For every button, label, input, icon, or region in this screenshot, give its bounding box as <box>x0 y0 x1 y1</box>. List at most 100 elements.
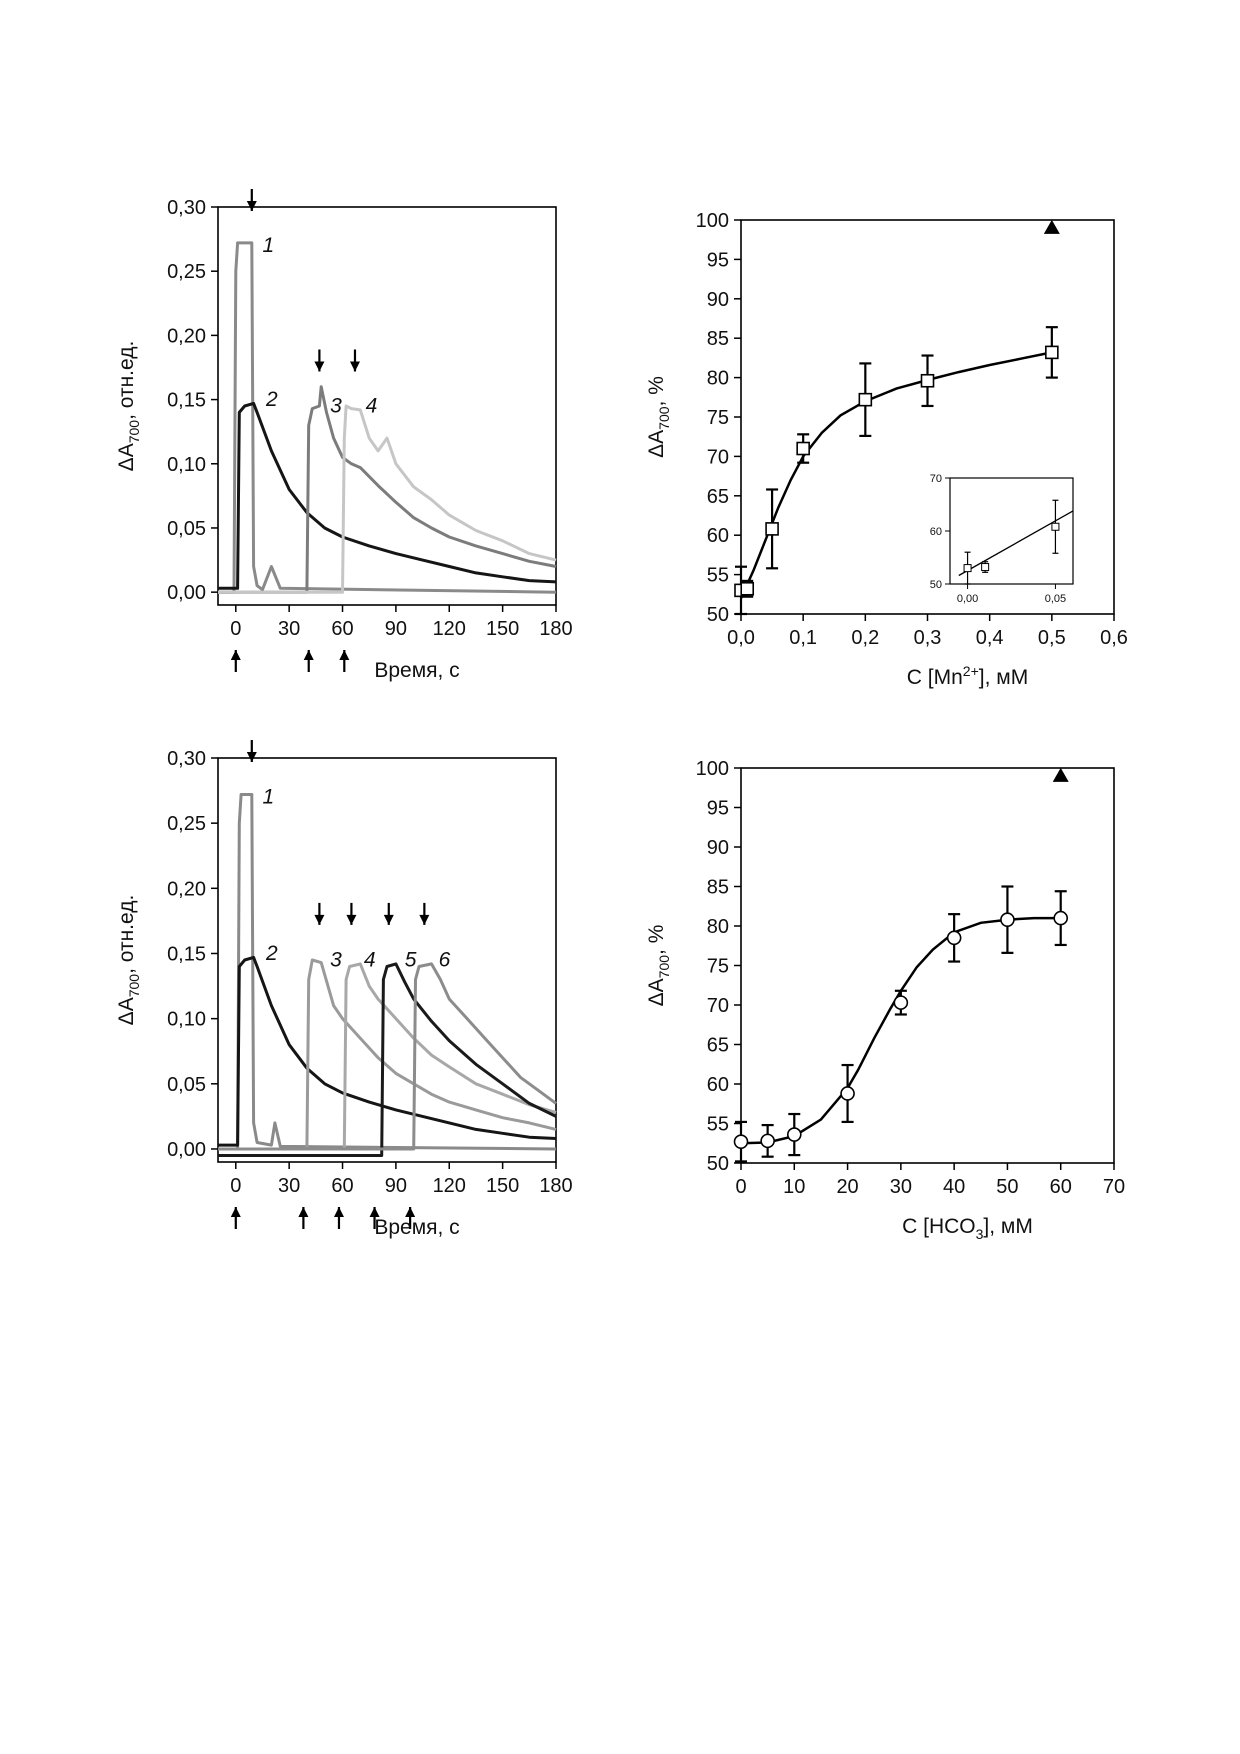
y-tick-label: 80 <box>707 916 729 938</box>
y-tick-label: 55 <box>707 565 729 587</box>
y-tick-label: 70 <box>707 446 729 468</box>
curve-label-1: 1 <box>262 786 274 809</box>
y-tick-label: 85 <box>707 877 729 899</box>
x-tick-label: 90 <box>385 1175 407 1197</box>
data-point-circle <box>786 1127 802 1142</box>
y-axis-label-rest: , отн.ед. <box>115 341 138 420</box>
x-tick-label: 0 <box>735 1176 746 1198</box>
curve-label-4: 4 <box>364 949 376 972</box>
series-2-line <box>218 401 557 590</box>
injection-arrow-down <box>246 189 257 211</box>
panel-d-bicarbonate-chart: 0 10 20 30 40 50 60 70 50 55 60 65 70 75 80 85 90 95 100 C … <box>645 758 1125 1242</box>
y-axis-label-sub: 700 <box>656 406 672 430</box>
y-axis-label-main: ΔA <box>115 997 138 1025</box>
y-axis-label: ΔA700, отн.ед. <box>115 895 142 1026</box>
y-axis-label: ΔA700, отн.ед. <box>115 341 142 472</box>
data-point-square <box>858 392 873 407</box>
data-point-circle <box>733 1134 749 1149</box>
y-tick-label: 50 <box>707 604 729 626</box>
y-tick-label: 0,30 <box>167 748 206 770</box>
x-axis-label-rest: ], мМ <box>979 666 1028 689</box>
x-tick-label: 120 <box>433 618 466 640</box>
x-tick-label: 30 <box>278 618 300 640</box>
data-point-square <box>765 522 779 536</box>
y-tick-label: 95 <box>707 798 729 820</box>
x-tick-label: 10 <box>783 1176 805 1198</box>
injection-arrow-up-head <box>333 1207 344 1217</box>
panel-b-manganese-chart: 0,0 0,1 0,2 0,3 0,4 0,5 0,6 50 55 60 65 70 75 80 85 90 9… <box>645 210 1128 689</box>
y-tick-label: 80 <box>707 368 729 390</box>
data-point-circle <box>946 930 962 946</box>
y-tick-label: 75 <box>707 956 729 978</box>
y-tick-label: 0,25 <box>167 261 206 283</box>
y-tick-label: 0,25 <box>167 813 206 835</box>
injection-arrow-down-head <box>314 914 325 925</box>
data-point-square <box>796 441 810 456</box>
y-tick-label: 0,05 <box>167 1074 206 1096</box>
data-point-circle <box>1053 910 1069 926</box>
curve-label-3: 3 <box>330 949 342 972</box>
x-tick-label: 0,2 <box>851 627 879 649</box>
series-5-line <box>218 962 557 1157</box>
injection-arrow-up-head <box>339 650 350 660</box>
inset-x-tick-label: 0,05 <box>1045 593 1066 605</box>
injection-arrow-up <box>303 650 314 672</box>
series-1-line <box>218 793 557 1151</box>
injection-arrow-up <box>339 650 350 672</box>
data-point-circle <box>760 1133 775 1149</box>
x-tick-label: 60 <box>331 1175 353 1197</box>
inset-chart: 0,00 0,05 50 60 70 <box>930 473 1074 605</box>
panel-a-kinetics-chart: 0 30 60 90 120 150 180 0,00 0,05 0,10 0,15 0,20 0,25… <box>115 189 573 682</box>
control-point-triangle <box>1052 767 1069 782</box>
curve-label-2: 2 <box>265 388 278 411</box>
y-tick-label: 0,00 <box>167 1139 206 1161</box>
y-tick-label: 0,20 <box>167 878 206 900</box>
y-tick-label: 0,30 <box>167 197 206 219</box>
x-tick-label: 0,3 <box>914 627 942 649</box>
y-tick-label: 50 <box>707 1153 729 1175</box>
series-3-line <box>218 385 557 594</box>
series-4-line <box>218 962 557 1151</box>
y-tick-label: 60 <box>707 1074 729 1096</box>
series-2-line <box>218 955 557 1147</box>
injection-arrow-up-head <box>298 1207 309 1217</box>
injection-arrow-up <box>369 1207 380 1229</box>
x-tick-label: 0,1 <box>789 627 817 649</box>
data-point-circle <box>893 995 909 1010</box>
y-axis-label-main: ΔA <box>645 430 668 458</box>
x-axis-label: Время, с <box>374 1216 459 1239</box>
injection-arrow-up-head <box>405 1207 416 1217</box>
x-tick-label: 0,4 <box>976 627 1004 649</box>
y-tick-label: 90 <box>707 289 729 311</box>
series-3-line <box>218 958 557 1151</box>
y-axis-label-rest: , отн.ед. <box>115 895 138 974</box>
injection-arrow-down <box>314 902 325 925</box>
x-tick-label: 0 <box>230 618 241 640</box>
injection-arrow-down-head <box>349 361 360 372</box>
control-point-triangle <box>1043 219 1060 234</box>
injection-arrow-down <box>349 349 360 372</box>
data-point-circle <box>840 1086 855 1101</box>
y-tick-label: 100 <box>696 758 729 780</box>
injection-arrow-down-head <box>246 752 257 762</box>
injection-arrow-down <box>314 349 325 372</box>
series-4-line <box>218 404 557 594</box>
data-point-circle <box>1000 912 1015 927</box>
x-tick-label: 0,0 <box>727 627 755 649</box>
inset-data-point-square <box>1051 522 1060 531</box>
x-tick-label: 180 <box>539 618 572 640</box>
injection-arrow-down <box>419 902 430 925</box>
y-tick-label: 100 <box>696 210 729 232</box>
x-tick-label: 0 <box>230 1175 241 1197</box>
plot-frame <box>217 757 557 1163</box>
y-tick-label: 0,20 <box>167 325 206 347</box>
y-axis-label-rest: , % <box>645 376 668 406</box>
injection-arrow-down-head <box>246 201 257 211</box>
x-axis-label-rest: ], мМ <box>983 1215 1032 1238</box>
x-tick-label: 180 <box>539 1175 572 1197</box>
injection-arrow-down-head <box>314 361 325 372</box>
x-axis-label: C [HCO3], мМ <box>902 1215 1033 1242</box>
injection-arrow-up <box>230 1207 241 1229</box>
y-tick-label: 60 <box>707 525 729 547</box>
y-tick-label: 75 <box>707 407 729 429</box>
